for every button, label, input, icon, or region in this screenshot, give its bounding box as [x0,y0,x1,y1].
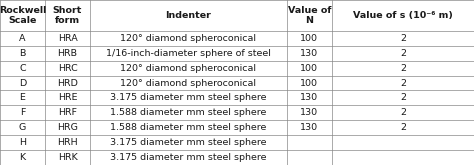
Text: 2: 2 [400,34,406,43]
Text: Value of
N: Value of N [288,6,331,25]
Text: HRE: HRE [58,93,77,102]
Text: 130: 130 [300,123,319,132]
Text: D: D [19,79,26,87]
Text: 130: 130 [300,93,319,102]
Text: 3.175 diameter mm steel sphere: 3.175 diameter mm steel sphere [110,153,267,162]
Text: F: F [20,108,25,117]
Text: C: C [19,64,26,73]
Text: HRF: HRF [58,108,77,117]
Text: E: E [19,93,26,102]
Text: 1.588 diameter mm steel sphere: 1.588 diameter mm steel sphere [110,108,266,117]
Text: H: H [19,138,26,147]
Text: 130: 130 [300,49,319,58]
Text: B: B [19,49,26,58]
Text: Indenter: Indenter [165,11,211,20]
Text: 3.175 diameter mm steel sphere: 3.175 diameter mm steel sphere [110,138,267,147]
Text: 120° diamond spheroconical: 120° diamond spheroconical [120,34,256,43]
Text: Value of s (10⁻⁶ m): Value of s (10⁻⁶ m) [353,11,453,20]
Text: 120° diamond spheroconical: 120° diamond spheroconical [120,64,256,73]
Text: HRD: HRD [57,79,78,87]
Text: 3.175 diameter mm steel sphere: 3.175 diameter mm steel sphere [110,93,267,102]
Text: HRK: HRK [58,153,77,162]
Text: 120° diamond spheroconical: 120° diamond spheroconical [120,79,256,87]
Text: 2: 2 [400,64,406,73]
Text: 2: 2 [400,79,406,87]
Text: 100: 100 [301,64,318,73]
Text: HRG: HRG [57,123,78,132]
Text: 2: 2 [400,108,406,117]
Text: 1/16-inch-diameter sphere of steel: 1/16-inch-diameter sphere of steel [106,49,271,58]
Text: 130: 130 [300,108,319,117]
Text: HRH: HRH [57,138,78,147]
Text: HRB: HRB [57,49,78,58]
Text: 2: 2 [400,49,406,58]
Text: 100: 100 [301,79,318,87]
Text: 2: 2 [400,93,406,102]
Text: Rockwell
Scale: Rockwell Scale [0,6,46,25]
Text: G: G [19,123,26,132]
Text: 1.588 diameter mm steel sphere: 1.588 diameter mm steel sphere [110,123,266,132]
Text: Short
form: Short form [53,6,82,25]
Text: HRC: HRC [58,64,77,73]
Text: A: A [19,34,26,43]
Text: 100: 100 [301,34,318,43]
Text: 2: 2 [400,123,406,132]
Text: HRA: HRA [58,34,77,43]
Text: K: K [19,153,26,162]
